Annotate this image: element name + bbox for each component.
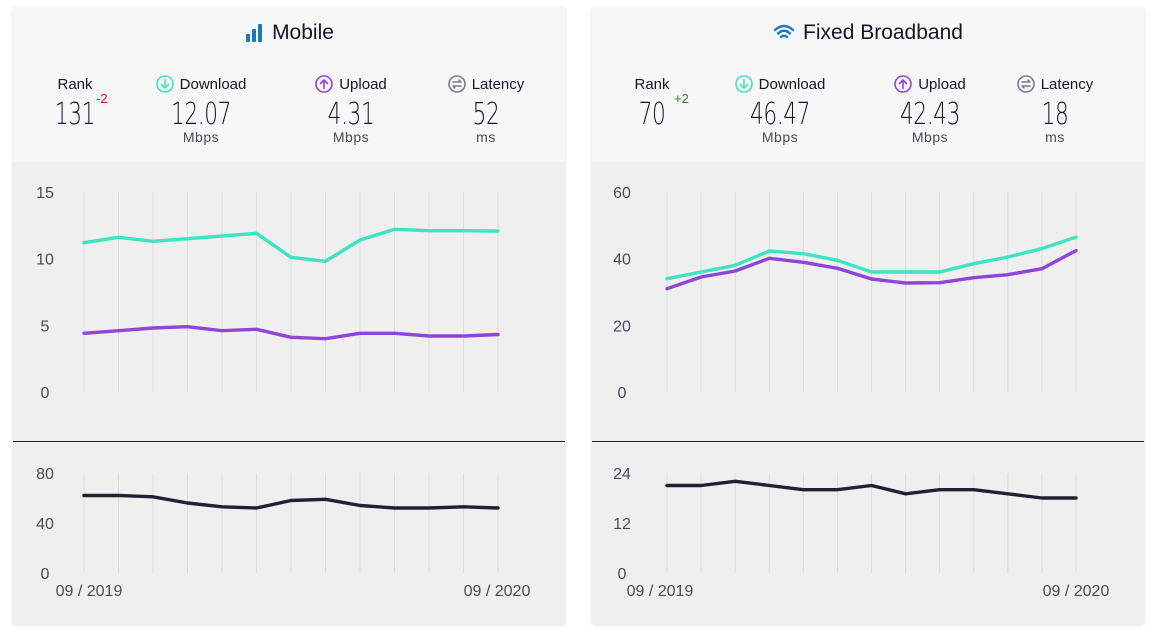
latency-unit: ms [476,129,496,145]
download-arrow-icon [734,75,753,93]
latency-icon [1016,75,1035,93]
latency-label: Latency [1040,75,1094,93]
download-label: Download [758,75,826,93]
broadband-speed-y-tick-label: 20 [613,318,631,335]
upload-label: Upload [918,75,966,93]
mobile-download: Download 12.07 Mbps [141,73,261,144]
mobile-speed-y-tick-label: 10 [36,252,54,269]
x-axis-start-label: 09 / 2019 [56,583,123,600]
download-label: Download [179,75,247,93]
broadband-speed-y-tick-label: 0 [618,385,627,402]
download-value: 46.47 [749,97,811,132]
mobile-latency-y-tick-label: 0 [41,566,50,583]
upload-label: Upload [339,75,387,93]
broadband-plot-area: 0 20 40 60 0 12 24 09 / 2019 09 / 2020 [592,162,1144,624]
download-unit: Mbps [761,129,799,145]
latency-value: 18 [1041,97,1069,132]
download-value: 12.07 [170,97,232,132]
x-axis-end-label: 09 / 2020 [1043,583,1110,600]
broadband-upload: Upload 42.43 Mbps [875,73,985,144]
mobile-latency: Latency 52 ms [431,73,541,144]
mobile-latency-y-tick-label: 80 [36,466,54,483]
rank-value: 131 [54,97,96,132]
broadband-latency-latency-line [665,479,1078,500]
broadband-download: Download 46.47 Mbps [720,73,840,144]
broadband-title-label: Fixed Broadband [803,21,963,44]
upload-value: 4.31 [327,97,375,132]
broadband-latency-y-tick-label: 0 [618,566,627,583]
signal-bars-icon [244,23,264,43]
mobile-latency-y-tick-label: 40 [36,516,54,533]
rank-value: 70 [638,97,666,132]
mobile-upload: Upload 4.31 Mbps [296,73,406,144]
broadband-speed-y-tick-label: 40 [613,252,631,269]
rank-label: Rank [634,75,670,93]
mobile-speed-y-tick-label: 15 [36,185,54,202]
upload-unit: Mbps [332,129,370,145]
latency-value: 52 [472,97,500,132]
mobile-speed-upload-line [82,324,500,341]
mobile-charts: 0 5 10 15 0 40 80 09 / 2019 09 / 2020 [36,185,531,600]
mobile-title: Mobile [13,21,565,45]
broadband-header: Fixed Broadband Rank 70 +2 Download 46.4… [592,7,1144,162]
x-axis-start-label: 09 / 2019 [627,583,694,600]
upload-unit: Mbps [911,129,949,145]
rank-change-badge: -2 [96,91,108,106]
broadband-speed-download-line [665,235,1078,281]
mobile-plot-area: 0 5 10 15 0 40 80 09 / 2019 09 / 2020 [13,162,565,624]
download-unit: Mbps [182,129,220,145]
broadband-latency-y-tick-label: 12 [613,516,631,533]
x-axis-end-label: 09 / 2020 [464,583,531,600]
rank-label: Rank [57,75,93,93]
broadband-latency-y-tick-label: 24 [613,466,631,483]
mobile-title-label: Mobile [272,21,334,44]
wifi-icon [773,24,795,42]
upload-arrow-icon [315,75,334,93]
latency-unit: ms [1045,129,1065,145]
upload-arrow-icon [894,75,913,93]
broadband-panel: Fixed Broadband Rank 70 +2 Download 46.4… [592,7,1144,624]
broadband-speed-upload-line [665,248,1078,291]
upload-value: 42.43 [899,97,961,132]
mobile-divider [13,441,565,442]
broadband-speed-y-tick-label: 60 [613,185,631,202]
rank-change-badge: +2 [674,91,689,106]
mobile-speed-download-line [82,227,500,264]
mobile-speed-y-tick-label: 0 [41,385,50,402]
latency-icon [447,75,466,93]
latency-label: Latency [471,75,525,93]
mobile-rank: Rank 131 [45,73,105,132]
mobile-speed-y-tick-label: 5 [41,318,50,335]
mobile-latency-latency-line [82,493,500,510]
broadband-charts: 0 20 40 60 0 12 24 09 / 2019 09 / 2020 [613,185,1110,600]
mobile-panel: Mobile Rank 131 -2 Download 12.07 Mbps U… [13,7,565,624]
broadband-latency: Latency 18 ms [1000,73,1110,144]
broadband-rank: Rank 70 [622,73,682,132]
broadband-title: Fixed Broadband [592,21,1144,45]
download-arrow-icon [155,75,174,93]
broadband-divider [592,441,1144,442]
mobile-header: Mobile Rank 131 -2 Download 12.07 Mbps U… [13,7,565,162]
